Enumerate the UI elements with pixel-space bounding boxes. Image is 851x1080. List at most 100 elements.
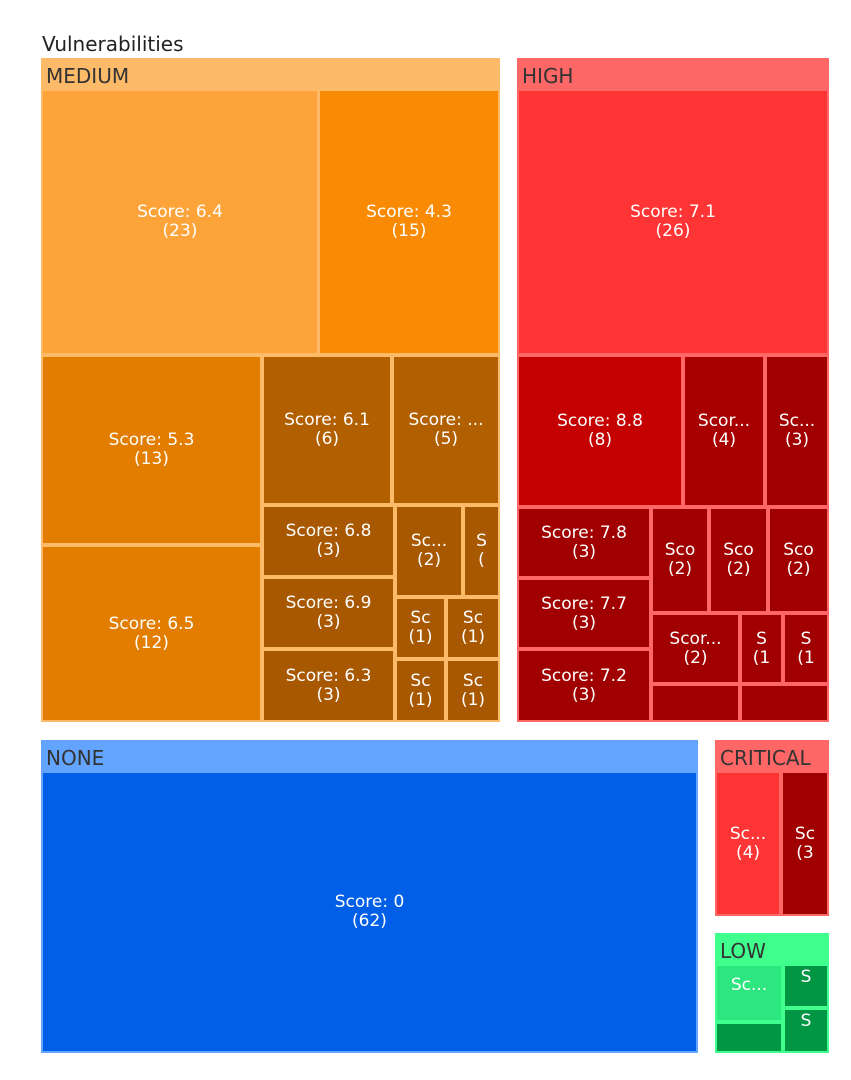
group-label: MEDIUM xyxy=(46,64,130,88)
treemap-tile[interactable]: Scor... (4) xyxy=(683,355,765,507)
tile-label: Score: 7.8 xyxy=(541,522,627,543)
treemap-tile[interactable]: Score: ... (5) xyxy=(392,355,500,505)
tile-label: Score: 7.1 xyxy=(630,202,716,222)
tile-label: S xyxy=(800,967,812,987)
tile-count: (2) xyxy=(416,550,442,570)
treemap-tile[interactable]: S (1 xyxy=(783,613,829,684)
tile-count: (62) xyxy=(352,911,387,931)
treemap-tile[interactable]: Score: 7.1 (26) xyxy=(517,89,829,355)
tile-label: Scor... xyxy=(697,411,751,431)
treemap-tile[interactable]: Sco (2) xyxy=(768,507,829,613)
tile-label: Sc xyxy=(794,823,816,844)
group-label: HIGH xyxy=(522,64,574,88)
tile-count: (6) xyxy=(314,429,340,449)
group-label: CRITICAL xyxy=(720,746,811,770)
tile-count: (3) xyxy=(316,684,341,705)
tile-label: Sco xyxy=(723,540,754,560)
treemap-tile[interactable]: S (1 xyxy=(740,613,783,684)
tile-count: (13) xyxy=(134,449,169,469)
tile-count: ( xyxy=(478,550,485,570)
tile-count: (8) xyxy=(587,430,613,450)
treemap-tile[interactable]: Sc (1) xyxy=(395,597,446,659)
tile-count: (1) xyxy=(408,689,433,710)
treemap-tile[interactable] xyxy=(715,1022,783,1053)
tile-count: (3) xyxy=(784,430,810,450)
treemap-tile[interactable]: Sc (3 xyxy=(781,771,829,916)
treemap-tile[interactable]: Sc (1) xyxy=(395,659,446,722)
tile-label: Sc xyxy=(410,608,431,628)
treemap-tile[interactable]: Score: 5.3 (13) xyxy=(41,355,262,545)
group-label: NONE xyxy=(46,746,105,770)
treemap-tile[interactable] xyxy=(740,684,829,722)
tile-label: S xyxy=(756,628,767,649)
treemap-tile[interactable]: Scor... (2) xyxy=(651,613,740,684)
treemap-tile[interactable]: Score: 8.8 (8) xyxy=(517,355,683,507)
tile-label: Score: 4.3 xyxy=(366,202,452,222)
treemap-tile[interactable]: S xyxy=(783,1008,829,1053)
treemap-tile[interactable]: Score: 6.4 (23) xyxy=(41,89,319,355)
tile-label: Score: 6.9 xyxy=(285,593,372,613)
treemap-tile[interactable]: Sco (2) xyxy=(651,507,709,613)
treemap-tile[interactable]: Score: 6.3 (3) xyxy=(262,649,395,722)
tile-label: Sco xyxy=(664,540,696,560)
tile-label: Sc... xyxy=(730,975,768,995)
treemap-tile[interactable]: Score: 6.1 (6) xyxy=(262,355,392,505)
tile-count: (3) xyxy=(571,541,597,562)
tile-label: Score: 8.8 xyxy=(557,411,643,431)
treemap-tile[interactable]: S xyxy=(783,964,829,1008)
treemap-tile[interactable]: Score: 7.2 (3) xyxy=(517,649,651,722)
tile-count: (1) xyxy=(460,689,486,710)
treemap-tile[interactable]: Score: 6.5 (12) xyxy=(41,545,262,722)
treemap-tile[interactable]: Score: 6.9 (3) xyxy=(262,577,395,649)
tile-label: Score: 5.3 xyxy=(108,430,195,450)
treemap-tile[interactable]: Score: 7.8 (3) xyxy=(517,507,651,578)
treemap-tile[interactable]: Score: 6.8 (3) xyxy=(262,505,395,577)
tile-count: (2) xyxy=(667,559,693,579)
tile-count: (1 xyxy=(797,647,815,668)
tile-label: Score: 6.4 xyxy=(137,202,223,222)
tile-count: (1) xyxy=(408,627,433,647)
tile-count: (5) xyxy=(433,429,459,449)
treemap-tile[interactable] xyxy=(651,684,740,722)
treemap-tile[interactable]: Sc... (3) xyxy=(765,355,829,507)
tile-count: (23) xyxy=(162,221,198,241)
tile-label: Sc xyxy=(410,670,431,691)
tile-count: (2) xyxy=(726,559,751,579)
treemap-tile[interactable]: Sc... (2) xyxy=(395,505,463,597)
tile-label: Scor... xyxy=(669,628,722,649)
tile-count: (1) xyxy=(460,627,486,647)
tile-label: Score: 7.7 xyxy=(541,593,627,614)
treemap-tile[interactable]: Score: 0 (62) xyxy=(41,771,698,1053)
treemap-tile[interactable]: Score: 4.3 (15) xyxy=(318,89,500,355)
tile-label: Score: 6.8 xyxy=(285,521,372,541)
treemap-tile[interactable]: Sc (1) xyxy=(446,659,500,722)
tile-label: S xyxy=(800,628,812,649)
tile-count: (3 xyxy=(796,842,814,863)
treemap-tile[interactable]: Sco (2) xyxy=(709,507,768,613)
tile-label: Sc... xyxy=(410,531,448,551)
tile-count: (26) xyxy=(655,221,691,241)
tile-label: S xyxy=(800,1011,812,1031)
tile-count: (2) xyxy=(683,647,708,668)
tile-count: (4) xyxy=(711,430,737,450)
treemap-tile[interactable]: Sc (1) xyxy=(446,597,500,659)
tile-count: (4) xyxy=(735,842,761,863)
tile-label: Score: 6.5 xyxy=(108,613,195,634)
tile-label: S xyxy=(476,531,487,551)
tile-label: Score: 6.3 xyxy=(285,665,372,686)
tile-label: Sc xyxy=(462,670,484,691)
group-label: LOW xyxy=(720,939,766,963)
tile-label: Score: 6.1 xyxy=(284,410,370,430)
treemap-tile[interactable]: Sc... (4) xyxy=(715,771,781,916)
tile-label: Sc... xyxy=(729,823,767,844)
chart-title: Vulnerabilities xyxy=(42,32,184,56)
treemap-tile[interactable]: Sc... xyxy=(715,964,783,1022)
tile-count: (12) xyxy=(134,632,169,653)
treemap-tile[interactable]: Score: 7.7 (3) xyxy=(517,578,651,649)
treemap-tile[interactable]: S( xyxy=(463,505,500,597)
tile-count: (3) xyxy=(571,684,597,705)
tile-label: Sco xyxy=(783,540,814,560)
tile-label: Sc... xyxy=(778,411,816,431)
tile-label: Score: ... xyxy=(408,410,484,430)
tile-count: (2) xyxy=(786,559,811,579)
